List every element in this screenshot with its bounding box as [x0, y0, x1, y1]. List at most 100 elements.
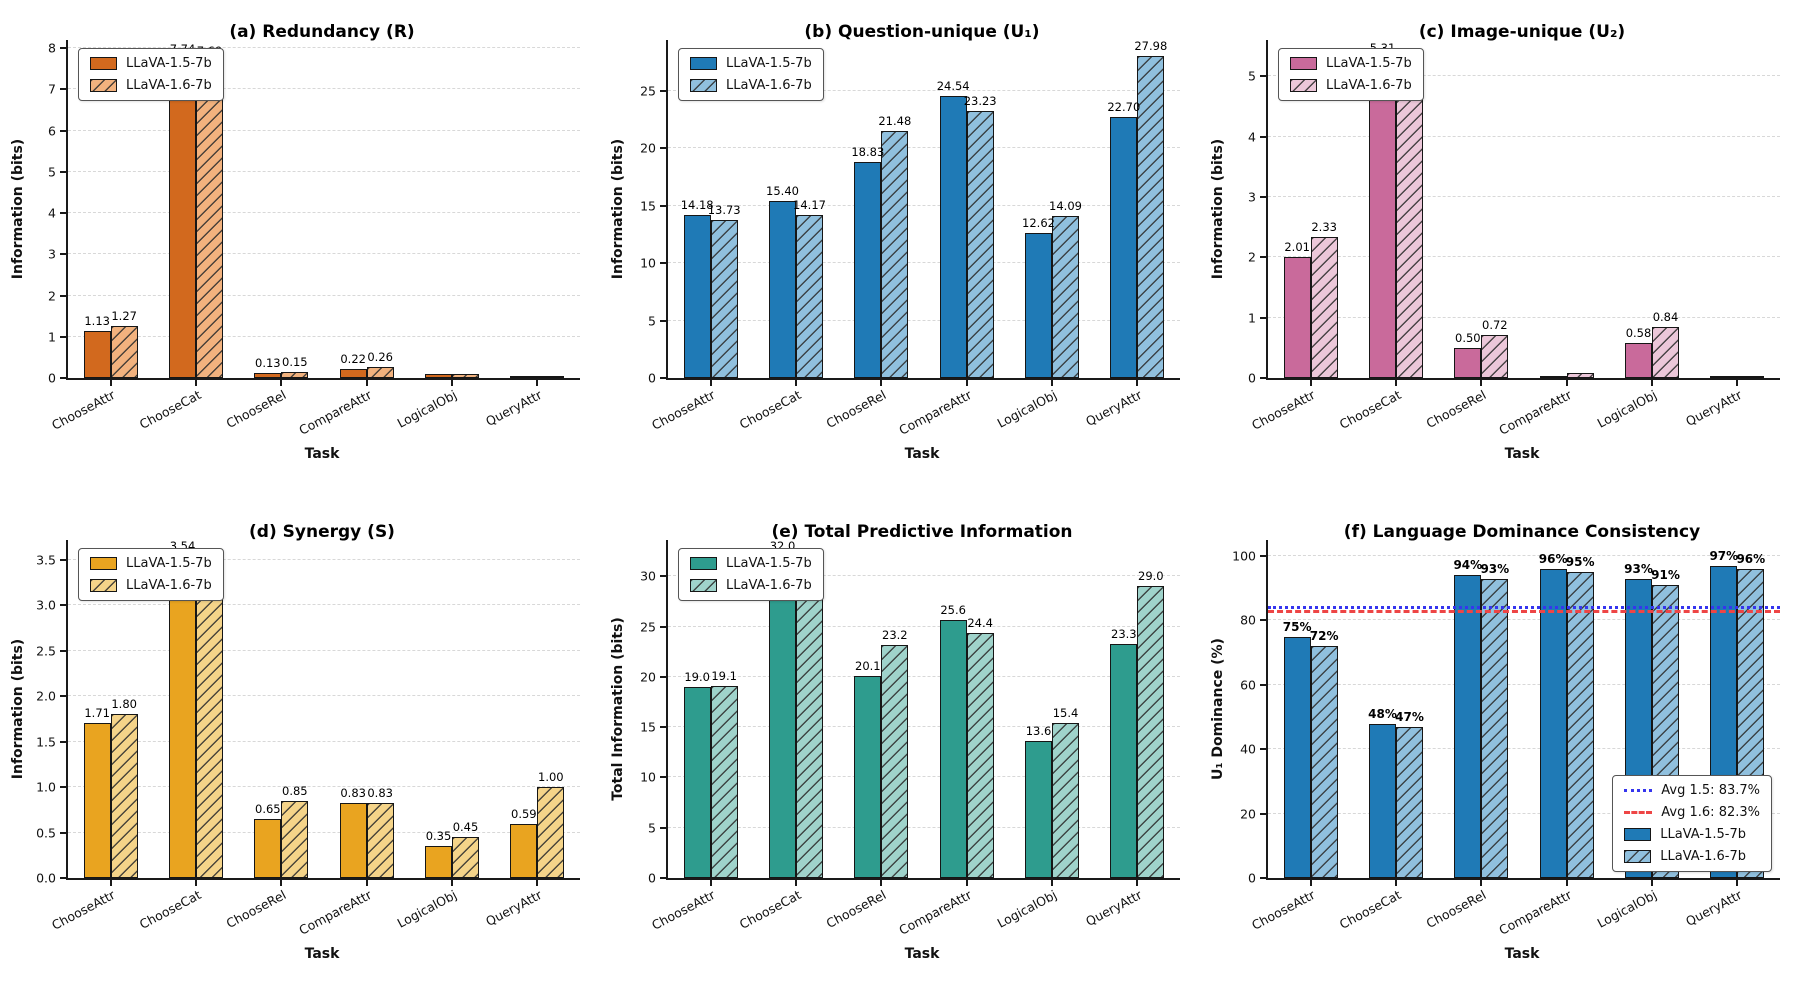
legend-label: LLaVA-1.6-7b — [1660, 849, 1746, 864]
panel-title: (e) Total Predictive Information — [771, 522, 1073, 543]
panel-question-unique: (b) Question-unique (U₁) Information (bi… — [600, 0, 1200, 500]
x-tick-mark — [709, 878, 712, 886]
legend-label: LLaVA-1.5-7b — [1660, 827, 1746, 842]
bar-llava-1.6-7b — [196, 578, 223, 878]
x-tick-mark — [280, 378, 283, 386]
bar-llava-1.6-7b — [1310, 646, 1338, 878]
legend-color-swatch — [90, 57, 117, 70]
legend: LLaVA-1.5-7b LLaVA-1.6-7b — [1278, 48, 1424, 101]
x-tick-mark — [536, 378, 539, 386]
legend-color-swatch — [90, 557, 117, 570]
gridline — [68, 649, 580, 651]
x-tick-mark — [880, 878, 883, 886]
legend-label: LLaVA-1.5-7b — [726, 556, 812, 571]
bar-value-label: 24.54 — [936, 78, 970, 93]
bar-value-label: 0.72 — [1482, 317, 1508, 332]
legend-item: LLaVA-1.5-7b — [1624, 827, 1760, 842]
y-tick-label: 0 — [1248, 870, 1256, 886]
bar-value-label: 14.18 — [680, 197, 714, 212]
y-tick-mark — [1260, 877, 1268, 879]
bar-llava-1.5-7b — [1369, 57, 1396, 378]
x-tick-label: ChooseRel — [823, 387, 889, 431]
y-tick-label: 0.5 — [36, 825, 56, 841]
gridline — [1268, 555, 1780, 557]
x-tick-mark — [1480, 878, 1483, 886]
x-axis-label: Task — [1504, 946, 1540, 962]
legend: LLaVA-1.5-7b LLaVA-1.6-7b — [78, 548, 224, 601]
gridline — [1268, 316, 1780, 318]
bar-value-label: 0.84 — [1652, 310, 1679, 325]
y-tick-label: 20 — [640, 140, 656, 156]
bar-value-label: 0.15 — [282, 354, 308, 369]
bar-llava-1.6-7b — [1396, 64, 1423, 378]
y-tick-label: 3.5 — [36, 552, 56, 568]
y-tick-mark — [660, 675, 668, 678]
bar-value-label: 0.83 — [340, 785, 366, 800]
panel-title: (d) Synergy (S) — [249, 522, 395, 543]
x-tick-label: CompareAttr — [296, 887, 374, 938]
panel-title: (b) Question-unique (U₁) — [804, 22, 1040, 43]
y-tick-mark — [1260, 748, 1268, 751]
bar-llava-1.5-7b — [169, 556, 196, 878]
y-tick-mark — [1260, 377, 1268, 379]
bar-llava-1.6-7b — [1137, 586, 1165, 878]
panel-title: (c) Image-unique (U₂) — [1418, 22, 1626, 43]
bar-llava-1.6-7b — [1137, 56, 1165, 378]
bar-llava-1.5-7b — [1025, 232, 1052, 378]
bar-value-label: 19.1 — [711, 668, 737, 683]
y-tick-label: 1.0 — [36, 779, 56, 795]
gridline — [68, 740, 580, 742]
panel-title: (a) Redundancy (R) — [229, 22, 415, 43]
legend-color-swatch — [1290, 57, 1317, 70]
y-tick-label: 2 — [1248, 249, 1256, 265]
y-tick-mark — [1260, 316, 1268, 319]
x-tick-label: ChooseAttr — [649, 387, 718, 433]
y-tick-mark — [1260, 256, 1268, 259]
bar-llava-1.6-7b — [1310, 237, 1338, 378]
gridline — [668, 204, 1180, 206]
y-axis-label: Information (bits) — [10, 138, 26, 280]
x-tick-mark — [451, 878, 453, 886]
bar-llava-1.6-7b — [366, 802, 394, 878]
y-tick-label: 2.0 — [36, 688, 56, 704]
legend-item: LLaVA-1.5-7b — [90, 556, 212, 571]
y-tick-label: 60 — [1240, 677, 1256, 693]
gridline — [68, 559, 580, 560]
legend-label: Avg 1.5: 83.7% — [1661, 783, 1760, 798]
bar-llava-1.6-7b — [1481, 334, 1509, 378]
bar-value-label: 94% — [1453, 558, 1483, 573]
y-tick-label: 4 — [1248, 129, 1256, 145]
bar-llava-1.5-7b — [83, 722, 111, 878]
y-tick-label: 15 — [640, 198, 656, 214]
panel-image-unique: (c) Image-unique (U₂) Information (bits)… — [1200, 0, 1800, 500]
x-tick-mark — [365, 378, 368, 386]
gridline — [668, 625, 1180, 627]
y-tick-mark — [60, 294, 68, 297]
bar-llava-1.5-7b — [939, 620, 967, 878]
bar-llava-1.6-7b — [281, 800, 309, 878]
bar-llava-1.5-7b — [83, 331, 111, 378]
x-tick-label: ChooseRel — [823, 887, 889, 931]
gridline — [668, 262, 1180, 264]
bar-value-label: 0.35 — [425, 829, 452, 844]
plot-area: 0.0 0.5 1.0 1.5 2.0 2.5 3.0 3.5 1.71 1.80 ChooseAt… — [36, 539, 580, 938]
y-tick-label: 4 — [48, 205, 56, 221]
y-tick-label: 3 — [48, 246, 56, 262]
x-tick-label: LogicalObj — [394, 887, 460, 931]
y-tick-mark — [1260, 812, 1268, 815]
y-tick-label: 0.0 — [36, 870, 56, 886]
bar-llava-1.6-7b — [881, 131, 909, 378]
legend-label: LLaVA-1.5-7b — [126, 56, 212, 71]
x-tick-label: CompareAttr — [896, 887, 974, 938]
bar-value-label: 22.70 — [1107, 100, 1141, 115]
gridline — [68, 695, 580, 697]
x-tick-mark — [280, 878, 283, 886]
legend-color-swatch — [1290, 79, 1317, 92]
y-axis-label: Information (bits) — [1210, 138, 1226, 280]
y-tick-mark — [60, 170, 68, 173]
bar-llava-1.5-7b — [339, 368, 367, 378]
y-tick-label: 1 — [1248, 310, 1256, 326]
bar-llava-1.6-7b — [110, 325, 138, 378]
y-tick-mark — [660, 262, 668, 265]
